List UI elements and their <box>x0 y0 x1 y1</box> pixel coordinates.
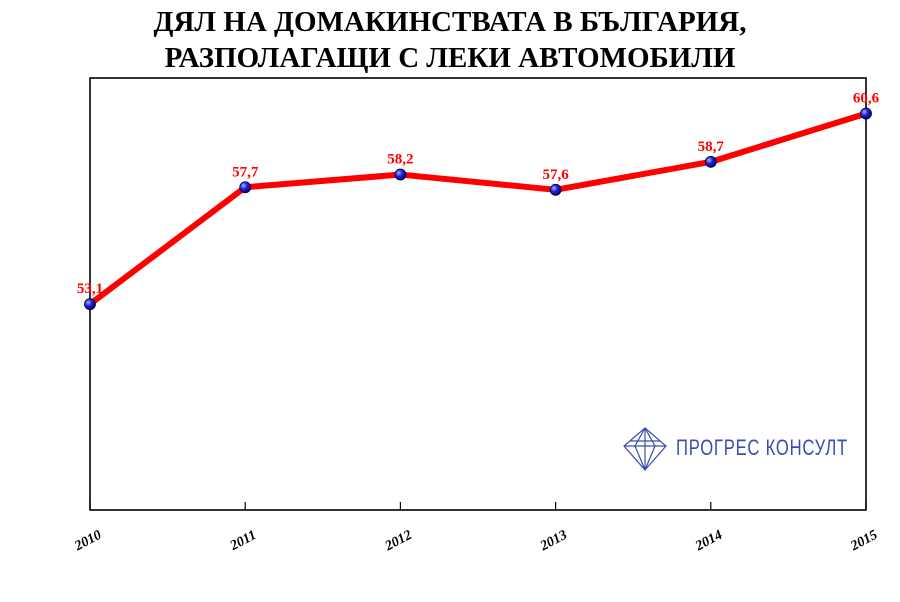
data-label: 53,1 <box>77 281 103 297</box>
data-point-marker <box>549 183 562 196</box>
data-label: 58,2 <box>387 152 413 168</box>
chart-title-line-1: ДЯЛ НА ДОМАКИНСТВАТА В БЪЛГАРИЯ, <box>153 6 747 38</box>
x-tick-label: 2011 <box>227 528 259 554</box>
x-tick-label: 2012 <box>382 528 415 555</box>
data-point-marker <box>394 168 407 181</box>
series-line <box>87 110 869 308</box>
data-label: 58,7 <box>698 139 725 155</box>
plot-area <box>89 77 867 511</box>
x-tick-label: 2010 <box>72 528 105 555</box>
x-tick-label: 2014 <box>692 528 725 555</box>
data-point-marker <box>84 298 96 311</box>
data-point-marker <box>860 107 872 120</box>
x-tick-label: 2013 <box>537 528 570 555</box>
logo-text: ПРОГРЕС КОНСУЛТ <box>676 435 848 460</box>
data-label: 60,6 <box>853 91 880 107</box>
data-point-marker <box>239 181 252 194</box>
diamond-logo-icon <box>623 427 667 471</box>
logo: ПРОГРЕС КОНСУЛТ <box>623 427 848 471</box>
data-point-marker <box>704 155 717 168</box>
chart-title: ДЯЛ НА ДОМАКИНСТВАТА В БЪЛГАРИЯ, РАЗПОЛА… <box>0 4 900 76</box>
data-label: 57,7 <box>232 164 259 180</box>
chart-title-line-2: РАЗПОЛАГАЩИ С ЛЕКИ АВТОМОБИЛИ <box>164 42 736 74</box>
x-tick-label: 2015 <box>848 528 881 555</box>
data-label: 57,6 <box>542 167 569 183</box>
